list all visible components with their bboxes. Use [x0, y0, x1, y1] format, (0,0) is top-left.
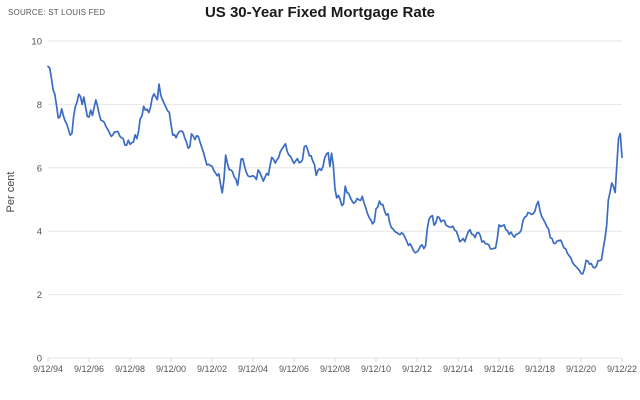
- x-tick-label: 9/12/96: [74, 364, 104, 374]
- chart-title: US 30-Year Fixed Mortgage Rate: [204, 4, 436, 21]
- x-tick-label: 9/12/00: [156, 364, 186, 374]
- y-tick-label: 6: [37, 163, 42, 174]
- x-tick-label: 9/12/02: [197, 364, 227, 374]
- y-tick-label: 10: [31, 37, 42, 48]
- source-label: SOURCE: ST LOUIS FED: [8, 8, 106, 17]
- x-tick-label: 9/12/06: [279, 364, 309, 374]
- x-tick-label: 9/12/98: [115, 364, 145, 374]
- x-tick-label: 9/12/20: [566, 364, 596, 374]
- x-tick-label: 9/12/94: [33, 364, 63, 374]
- x-tick-label: 9/12/04: [238, 364, 268, 374]
- y-tick-label: 8: [37, 100, 42, 111]
- x-tick-label: 9/12/14: [443, 364, 473, 374]
- x-tick-label: 9/12/10: [361, 364, 391, 374]
- x-tick-label: 9/12/18: [525, 364, 555, 374]
- x-tick-label: 9/12/22: [607, 364, 637, 374]
- y-tick-label: 2: [37, 290, 42, 301]
- x-tick-label: 9/12/12: [402, 364, 432, 374]
- rate-line: [47, 65, 623, 275]
- x-tick-label: 9/12/08: [320, 364, 350, 374]
- y-tick-label: 0: [37, 354, 42, 365]
- y-tick-label: 4: [37, 227, 42, 238]
- x-tick-label: 9/12/16: [484, 364, 514, 374]
